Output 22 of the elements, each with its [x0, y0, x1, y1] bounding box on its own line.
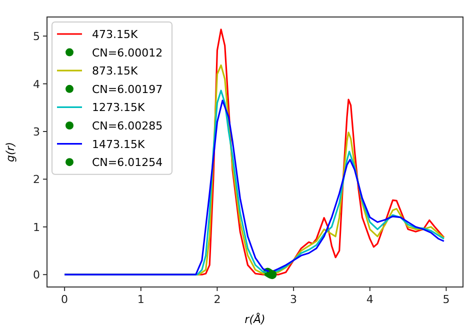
x-tick-label: 3: [290, 293, 298, 306]
legend-label: 1473.15K: [92, 138, 146, 151]
y-tick-label: 3: [33, 125, 40, 138]
x-tick-label: 2: [214, 293, 221, 306]
x-tick-label: 1: [137, 293, 144, 306]
y-tick-label: 1: [33, 220, 40, 234]
legend-label: CN=6.00197: [92, 82, 163, 96]
x-tick-label: 5: [442, 293, 450, 306]
legend-label: CN=6.00012: [92, 46, 163, 60]
y-tick-label: 5: [33, 30, 40, 44]
legend-label: CN=6.00285: [92, 120, 163, 132]
x-axis-title: r(Å): [244, 312, 266, 326]
x-tick-label: 4: [366, 293, 374, 306]
y-tick-label: 4: [33, 78, 40, 91]
legend-label: 873.15K: [92, 64, 138, 78]
y-tick-label: 0: [33, 268, 40, 282]
y-tick-label: 2: [33, 173, 40, 186]
y-axis-title: g(r): [4, 142, 17, 162]
x-tick-label: 0: [61, 293, 68, 306]
legend-label: CN=6.01254: [92, 156, 163, 170]
legend-label: 1273.15K: [92, 101, 146, 114]
legend-label: 473.15K: [92, 28, 138, 41]
